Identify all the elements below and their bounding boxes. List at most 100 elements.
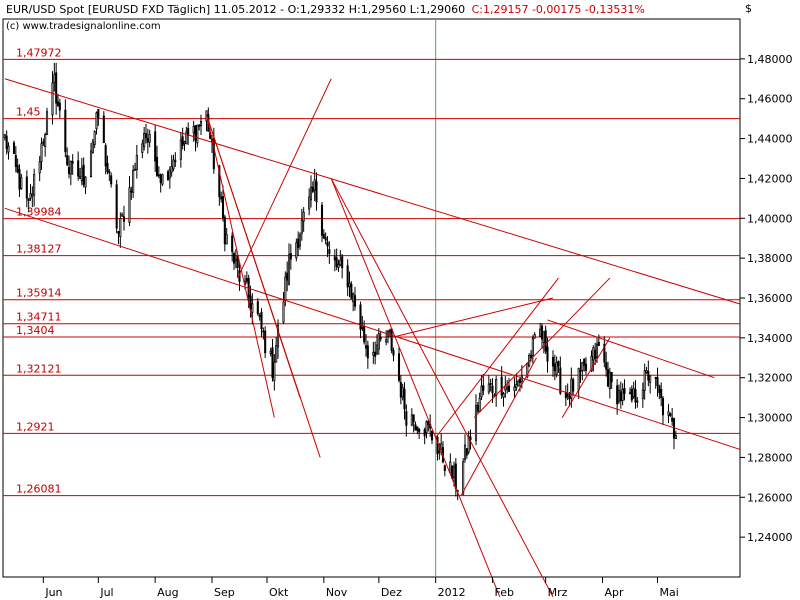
candle-body xyxy=(577,367,580,391)
y-tick-label: 1,46000 xyxy=(747,93,793,106)
x-axis: Jun Jul Aug Sep Okt Nov Dez 2012 Feb Mrz Apr Mai xyxy=(42,577,679,599)
candle-body xyxy=(504,385,507,391)
candle-body xyxy=(467,436,470,453)
candle-body xyxy=(102,115,105,144)
candle-body xyxy=(616,385,619,405)
candle-body xyxy=(276,324,280,348)
candle-body xyxy=(121,214,124,217)
candle-body xyxy=(487,383,490,393)
candle-body xyxy=(375,344,379,355)
level-label: 1,39984 xyxy=(16,206,62,219)
candle-body xyxy=(643,370,646,391)
x-tick-label: Mrz xyxy=(548,586,568,599)
candle-body xyxy=(148,133,151,143)
candle-body xyxy=(154,131,157,162)
candle-body xyxy=(144,133,148,139)
trendline xyxy=(4,207,741,450)
candle-body xyxy=(260,311,263,330)
y-tick-label: 1,38000 xyxy=(747,252,793,265)
candle-body xyxy=(649,375,652,383)
candle-body xyxy=(443,465,446,471)
candle-body xyxy=(289,253,292,260)
candle-body xyxy=(412,414,415,422)
support-resistance-levels: 1,479721,451,399841,381271,359141,347111… xyxy=(3,46,740,497)
candle-body xyxy=(469,436,472,440)
candle-body xyxy=(117,231,120,234)
candle-body xyxy=(179,139,182,160)
candle-body xyxy=(135,155,138,170)
candle-body xyxy=(502,393,505,398)
candle-body xyxy=(324,237,327,241)
candle-body xyxy=(295,242,298,259)
header-ohlc: EUR/USD Spot [EURUSD FXD Täglich] 11.05.… xyxy=(6,3,465,16)
candle-body xyxy=(359,304,362,330)
candle-body xyxy=(559,367,562,394)
candle-body xyxy=(517,380,520,387)
candle-body xyxy=(628,392,632,395)
candle-body xyxy=(372,351,375,356)
candle-body xyxy=(364,345,368,349)
candle-body xyxy=(192,125,195,134)
candle-body xyxy=(339,259,342,266)
candle-body xyxy=(298,234,302,247)
candle-body xyxy=(557,361,560,367)
candlesticks xyxy=(3,62,677,501)
candle-body xyxy=(157,174,160,177)
currency-label: $ xyxy=(745,2,752,15)
x-tick-label: Okt xyxy=(269,586,289,599)
trendline xyxy=(547,319,715,379)
candle-body xyxy=(436,436,439,455)
candle-body xyxy=(617,389,621,402)
candle-body xyxy=(130,190,133,193)
candle-body xyxy=(322,233,325,239)
candle-body xyxy=(572,379,575,392)
candle-body xyxy=(308,196,311,210)
candle-body xyxy=(69,160,72,175)
candle-body xyxy=(584,363,588,371)
candle-body xyxy=(482,385,485,391)
candle-body xyxy=(269,350,272,354)
candle-body xyxy=(647,371,650,381)
y-tick-label: 1,30000 xyxy=(747,412,793,425)
candle-body xyxy=(529,354,533,359)
header-change: C:1,29157 -0,00175 -0,13531% xyxy=(472,3,645,16)
candle-body xyxy=(542,331,545,344)
candle-body xyxy=(671,417,674,422)
candle-body xyxy=(366,345,369,359)
candle-body xyxy=(592,347,595,361)
candle-body xyxy=(363,325,366,343)
candle-body xyxy=(564,392,567,399)
candle-body xyxy=(174,160,177,163)
candle-body xyxy=(328,249,331,255)
candle-body xyxy=(423,429,426,437)
candle-body xyxy=(221,196,225,219)
x-tick-label: Apr xyxy=(605,586,625,599)
candle-body xyxy=(540,325,544,340)
candle-body xyxy=(67,167,71,175)
candle-body xyxy=(40,143,43,163)
candle-body xyxy=(605,362,608,370)
candle-body xyxy=(313,179,316,191)
candle-body xyxy=(245,278,248,282)
candle-body xyxy=(634,389,637,403)
candle-body xyxy=(320,204,324,236)
candle-body xyxy=(388,330,391,333)
candle-body xyxy=(476,404,479,412)
candle-body xyxy=(636,400,639,403)
candle-body xyxy=(518,378,522,383)
trendline xyxy=(561,337,611,418)
candle-body xyxy=(300,219,303,234)
candle-body xyxy=(667,411,670,416)
candle-body xyxy=(168,169,171,179)
candle-body xyxy=(568,396,571,400)
level-label: 1,2921 xyxy=(16,420,55,433)
candle-body xyxy=(348,282,351,287)
candle-body xyxy=(273,361,276,382)
candle-body xyxy=(399,382,402,398)
candle-body xyxy=(225,234,228,245)
candle-body xyxy=(143,133,146,148)
candle-body xyxy=(403,388,406,410)
level-label: 1,34711 xyxy=(16,311,62,324)
candle-body xyxy=(594,349,597,360)
candle-body xyxy=(251,303,254,313)
